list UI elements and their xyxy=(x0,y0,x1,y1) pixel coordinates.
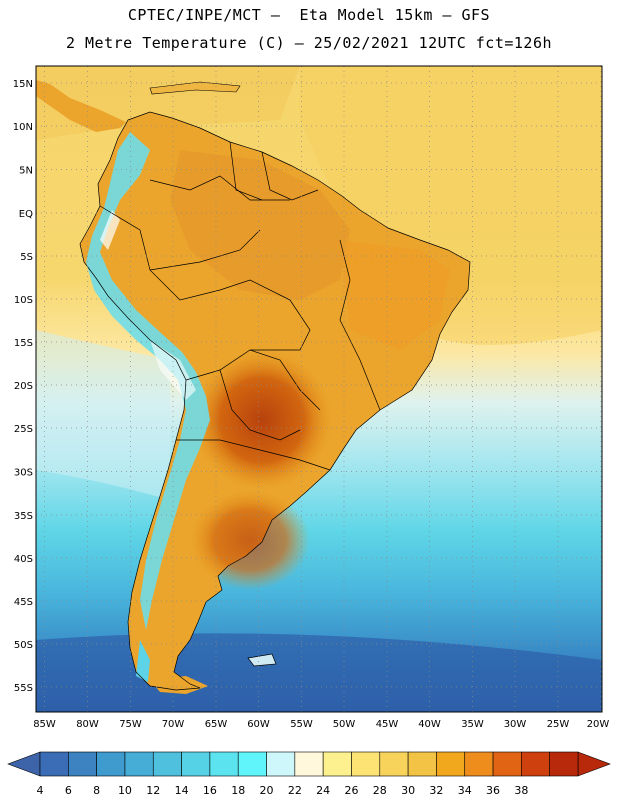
temperature-map: 15N 10N 5N EQ 5S 10S 15S 20S 25S 30S 35S… xyxy=(13,65,609,730)
colorbar-box xyxy=(549,751,579,777)
country-borders xyxy=(79,111,471,691)
lat-label: 30S xyxy=(14,468,33,479)
lon-label: 40W xyxy=(418,719,441,730)
lon-label: 35W xyxy=(461,719,484,730)
colorbar-boxes xyxy=(39,751,579,777)
lat-label: 10N xyxy=(13,122,33,133)
lat-label: 45S xyxy=(14,597,33,608)
colorbar-label: 18 xyxy=(231,784,245,797)
colorbar-label: 28 xyxy=(373,784,387,797)
lon-label: 50W xyxy=(333,719,356,730)
map-frame xyxy=(35,65,603,713)
title-line-1: CPTEC/INPE/MCT – Eta Model 15km – GFS xyxy=(127,6,491,24)
colorbar-box xyxy=(379,751,409,777)
colorbar-box xyxy=(266,751,296,777)
colorbar-box xyxy=(96,751,126,777)
colorbar-box xyxy=(152,751,182,777)
lat-label: 40S xyxy=(14,554,33,565)
colorbar-low-arrow xyxy=(7,751,41,777)
colorbar-label: 32 xyxy=(429,784,443,797)
colorbar-box xyxy=(237,751,267,777)
colorbar-label: 16 xyxy=(203,784,217,797)
colorbar-label: 36 xyxy=(486,784,500,797)
colorbar-box xyxy=(209,751,239,777)
lat-label: 15S xyxy=(14,338,33,349)
lat-label: EQ xyxy=(19,209,33,220)
colorbar-label: 22 xyxy=(288,784,302,797)
lon-label: 30W xyxy=(504,719,527,730)
colorbar-label: 10 xyxy=(118,784,132,797)
colorbar-box xyxy=(322,751,352,777)
lat-label: 10S xyxy=(14,295,33,306)
colorbar-label: 6 xyxy=(65,784,72,797)
lon-label: 45W xyxy=(376,719,399,730)
colorbar-box xyxy=(351,751,381,777)
colorbar-box xyxy=(124,751,154,777)
lon-label: 75W xyxy=(119,719,142,730)
lat-label: 55S xyxy=(14,683,33,694)
colorbar: 4 6 8 10 12 14 16 18 20 22 24 26 28 30 32 34 36 38 xyxy=(7,751,611,797)
colorbar-box xyxy=(294,751,324,777)
colorbar-box xyxy=(407,751,437,777)
colorbar-box xyxy=(464,751,494,777)
lon-label: 65W xyxy=(205,719,228,730)
lon-label: 60W xyxy=(247,719,270,730)
colorbar-box xyxy=(39,751,69,777)
colorbar-label: 34 xyxy=(458,784,472,797)
lon-label: 80W xyxy=(76,719,99,730)
lat-label: 5S xyxy=(20,252,33,263)
lon-label: 70W xyxy=(162,719,185,730)
colorbar-label: 12 xyxy=(146,784,160,797)
lon-label: 20W xyxy=(587,719,610,730)
lat-label: 35S xyxy=(14,511,33,522)
lon-label: 55W xyxy=(290,719,313,730)
colorbar-box xyxy=(492,751,522,777)
colorbar-label: 26 xyxy=(344,784,358,797)
colorbar-label: 20 xyxy=(260,784,274,797)
title-line-2: 2 Metre Temperature (C) – 25/02/2021 12U… xyxy=(65,34,553,52)
lon-label: 85W xyxy=(33,719,56,730)
colorbar-box xyxy=(436,751,466,777)
lat-label: 25S xyxy=(14,424,33,435)
colorbar-box xyxy=(521,751,550,777)
lat-label: 50S xyxy=(14,640,33,651)
colorbar-label: 30 xyxy=(401,784,415,797)
lat-label: 15N xyxy=(13,79,33,90)
colorbar-box xyxy=(68,751,97,777)
lon-label: 25W xyxy=(547,719,570,730)
colorbar-box xyxy=(181,751,211,777)
lat-label: 20S xyxy=(14,381,33,392)
colorbar-label: 4 xyxy=(37,784,44,797)
colorbar-label: 14 xyxy=(175,784,189,797)
lat-label: 5N xyxy=(19,166,33,177)
longitude-labels: 85W 80W 75W 70W 65W 60W 55W 50W 45W 40W … xyxy=(33,719,609,730)
colorbar-high-arrow xyxy=(577,751,611,777)
colorbar-label: 38 xyxy=(514,784,528,797)
colorbar-label: 24 xyxy=(316,784,330,797)
latitude-labels: 15N 10N 5N EQ 5S 10S 15S 20S 25S 30S 35S… xyxy=(13,79,33,694)
colorbar-label: 8 xyxy=(93,784,100,797)
colorbar-labels: 4 6 8 10 12 14 16 18 20 22 24 26 28 30 32 34 36 38 xyxy=(37,784,529,797)
